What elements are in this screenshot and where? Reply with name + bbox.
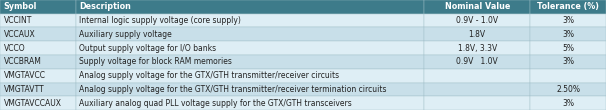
Text: VCCBRAM: VCCBRAM [4,57,41,66]
Bar [76,41,424,55]
Bar [0,55,76,69]
Bar [530,14,606,28]
Text: VCCINT: VCCINT [4,16,32,25]
Text: 3%: 3% [562,16,574,25]
Text: Analog supply voltage for the GTX/GTH transmitter/receiver termination circuits: Analog supply voltage for the GTX/GTH tr… [79,85,387,94]
Text: Nominal Value: Nominal Value [445,2,510,11]
Bar [530,96,606,110]
Bar [76,0,424,14]
Text: 3%: 3% [562,57,574,66]
Text: 3%: 3% [562,99,574,108]
Text: 2.50%: 2.50% [556,85,580,94]
Bar [76,28,424,41]
Text: 1.8V: 1.8V [468,30,486,39]
Text: Tolerance (%): Tolerance (%) [537,2,599,11]
Bar [530,55,606,69]
Text: 5%: 5% [562,44,574,53]
Text: Auxiliary supply voltage: Auxiliary supply voltage [79,30,172,39]
Bar [424,41,530,55]
Bar [530,41,606,55]
Text: VMGTAVCCAUX: VMGTAVCCAUX [4,99,62,108]
Bar [0,96,76,110]
Bar [76,69,424,82]
Bar [0,82,76,96]
Bar [424,69,530,82]
Bar [76,55,424,69]
Text: Supply voltage for block RAM memories: Supply voltage for block RAM memories [79,57,232,66]
Bar [530,82,606,96]
Text: Symbol: Symbol [4,2,37,11]
Bar [76,14,424,28]
Text: 1.8V, 3.3V: 1.8V, 3.3V [458,44,497,53]
Text: VCCO: VCCO [4,44,25,53]
Text: VMGTAVCC: VMGTAVCC [4,71,45,80]
Bar [0,14,76,28]
Bar [76,82,424,96]
Bar [424,0,530,14]
Bar [424,55,530,69]
Bar [0,41,76,55]
Bar [76,96,424,110]
Text: VMGTAVTT: VMGTAVTT [4,85,44,94]
Bar [0,69,76,82]
Text: Auxiliary analog quad PLL voltage supply for the GTX/GTH transceivers: Auxiliary analog quad PLL voltage supply… [79,99,352,108]
Bar [530,28,606,41]
Bar [424,96,530,110]
Bar [0,0,76,14]
Text: 3%: 3% [562,30,574,39]
Text: 0.9V - 1.0V: 0.9V - 1.0V [456,16,498,25]
Bar [424,14,530,28]
Bar [530,0,606,14]
Text: VCCAUX: VCCAUX [4,30,35,39]
Bar [424,82,530,96]
Bar [424,28,530,41]
Text: 0.9V   1.0V: 0.9V 1.0V [456,57,498,66]
Text: Internal logic supply voltage (core supply): Internal logic supply voltage (core supp… [79,16,241,25]
Text: Output supply voltage for I/O banks: Output supply voltage for I/O banks [79,44,216,53]
Bar [0,28,76,41]
Text: Description: Description [79,2,132,11]
Text: Analog supply voltage for the GTX/GTH transmitter/receiver circuits: Analog supply voltage for the GTX/GTH tr… [79,71,339,80]
Bar [530,69,606,82]
